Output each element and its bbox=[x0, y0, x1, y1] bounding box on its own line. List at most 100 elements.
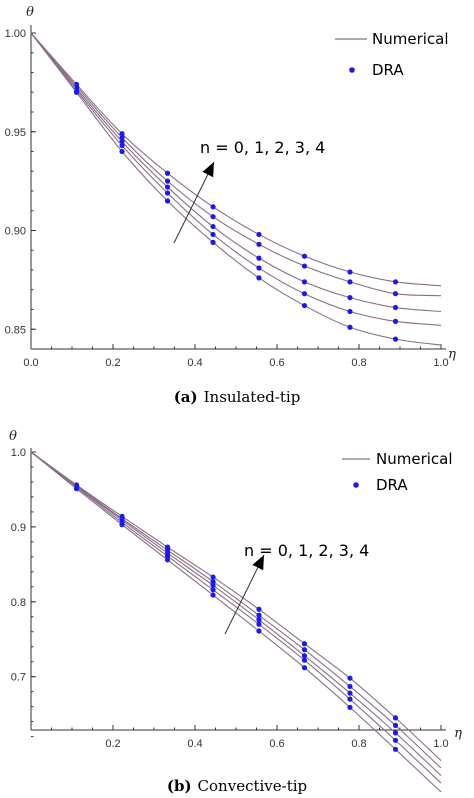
dra-point bbox=[392, 730, 399, 736]
legend-dra-label: DRA bbox=[372, 61, 404, 79]
dra-point bbox=[347, 279, 353, 285]
caption-text: Convective-tip bbox=[198, 777, 308, 795]
dra-point bbox=[256, 612, 262, 618]
dra-point bbox=[73, 89, 80, 95]
y-tick-label: 0.7 bbox=[11, 672, 26, 684]
y-tick-label: 0.9 bbox=[11, 522, 26, 534]
n-annotation: n = 0, 1, 2, 3, 4 bbox=[244, 541, 369, 560]
x-tick-label: 0.2 bbox=[105, 357, 120, 369]
chart-panel-a: 0.0 0.2 0.4 0.6 0.8 1.0 0.85 0.90 0.95 1.00θ η Nume… bbox=[5, 5, 457, 406]
dra-point bbox=[301, 302, 308, 309]
dra-point bbox=[347, 690, 353, 696]
legend-dot-swatch bbox=[349, 67, 355, 73]
dra-point bbox=[256, 255, 262, 261]
dra-point bbox=[210, 239, 216, 245]
n-annotation: n = 0, 1, 2, 3, 4 bbox=[200, 138, 325, 157]
dra-point bbox=[164, 190, 171, 196]
dra-point bbox=[164, 557, 171, 563]
dra-point bbox=[301, 653, 308, 659]
legend-numerical-label: Numerical bbox=[372, 30, 449, 48]
x-tick-label: 0.6 bbox=[269, 357, 284, 369]
trend-arrow-head bbox=[252, 555, 264, 571]
dra-point bbox=[164, 170, 171, 176]
y-tick-label: 0.90 bbox=[5, 226, 26, 238]
caption-label: (b) bbox=[167, 777, 192, 795]
dra-point bbox=[210, 592, 216, 598]
x-tick-label: 0.8 bbox=[351, 357, 366, 369]
dra-point bbox=[392, 291, 399, 297]
dra-point bbox=[347, 308, 353, 315]
legend: Numerical DRA bbox=[335, 30, 449, 79]
dra-point bbox=[119, 131, 125, 137]
y-tick-label: 0.85 bbox=[5, 324, 26, 336]
dra-point bbox=[164, 553, 171, 559]
caption-label: (a) bbox=[174, 388, 198, 406]
numerical-curve-n4 bbox=[30, 451, 442, 793]
x-tick-label: 0.2 bbox=[105, 738, 120, 750]
dra-point bbox=[392, 336, 399, 342]
dra-point bbox=[210, 578, 216, 585]
dra-point bbox=[164, 198, 171, 204]
dra-point bbox=[256, 241, 262, 247]
dra-point bbox=[119, 135, 125, 141]
dra-point bbox=[164, 184, 171, 190]
y-tick-label: 0.8 bbox=[11, 597, 26, 609]
legend-dra-label: DRA bbox=[376, 476, 408, 494]
dra-point bbox=[347, 704, 353, 710]
numerical-curve-n3 bbox=[30, 32, 442, 326]
dra-point bbox=[392, 279, 399, 285]
dra-point bbox=[347, 324, 353, 330]
y-tick-label: 1.0 bbox=[11, 447, 26, 459]
dra-point bbox=[392, 737, 399, 743]
numerical-curve-n4 bbox=[30, 32, 442, 346]
x-tick-label: 0.8 bbox=[351, 738, 366, 750]
dra-point bbox=[119, 522, 125, 528]
dra-point bbox=[301, 665, 308, 671]
dra-point bbox=[392, 318, 399, 324]
numerical-curve-n1 bbox=[30, 32, 442, 297]
dra-point bbox=[301, 647, 308, 653]
x-axis-label: η bbox=[448, 347, 456, 362]
y-tick-label: 1.00 bbox=[5, 28, 26, 40]
numerical-curve-n0 bbox=[30, 451, 442, 761]
legend-dot-swatch bbox=[353, 482, 359, 488]
dra-point bbox=[301, 657, 308, 663]
dra-point bbox=[119, 139, 125, 145]
dra-point bbox=[301, 263, 308, 269]
dra-point bbox=[256, 231, 262, 238]
dra-point bbox=[210, 587, 216, 593]
dra-point bbox=[210, 223, 216, 230]
dra-point bbox=[210, 231, 216, 238]
dra-point bbox=[392, 722, 399, 728]
dra-point bbox=[119, 142, 125, 149]
dra-point bbox=[119, 148, 125, 155]
y-axis-label: θ bbox=[9, 429, 17, 444]
dra-point bbox=[347, 675, 353, 681]
dra-point bbox=[210, 574, 216, 580]
numerical-curve-n3 bbox=[30, 451, 442, 784]
dra-point bbox=[392, 304, 399, 311]
dra-point bbox=[73, 486, 80, 492]
numerical-curve-n0 bbox=[30, 32, 442, 287]
numerical-curve-n2 bbox=[30, 451, 442, 776]
dra-point bbox=[256, 628, 262, 634]
x-tick-label: 0.6 bbox=[269, 738, 284, 750]
dra-point bbox=[301, 291, 308, 297]
dra-point bbox=[256, 265, 262, 271]
chart-panel-b: 0.2 0.4 0.6 0.8 1.0 0.7 0.8 0.9 1.0 θ η Numerical DR… bbox=[9, 429, 462, 795]
dra-point bbox=[347, 295, 353, 301]
dra-point bbox=[210, 582, 216, 588]
dra-point bbox=[301, 253, 308, 259]
panel-caption: (a) Insulated-tip bbox=[174, 388, 301, 406]
panel-caption: (b) Convective-tip bbox=[167, 777, 307, 795]
dra-point bbox=[256, 617, 262, 623]
x-tick-label: 0.0 bbox=[23, 357, 38, 369]
dra-point bbox=[301, 279, 308, 285]
dra-point bbox=[392, 746, 399, 752]
trend-arrow-head bbox=[202, 162, 214, 178]
dra-point bbox=[256, 621, 262, 627]
caption-text: Insulated-tip bbox=[204, 388, 301, 406]
dra-point bbox=[392, 715, 399, 721]
x-tick-label: 0.4 bbox=[187, 357, 202, 369]
